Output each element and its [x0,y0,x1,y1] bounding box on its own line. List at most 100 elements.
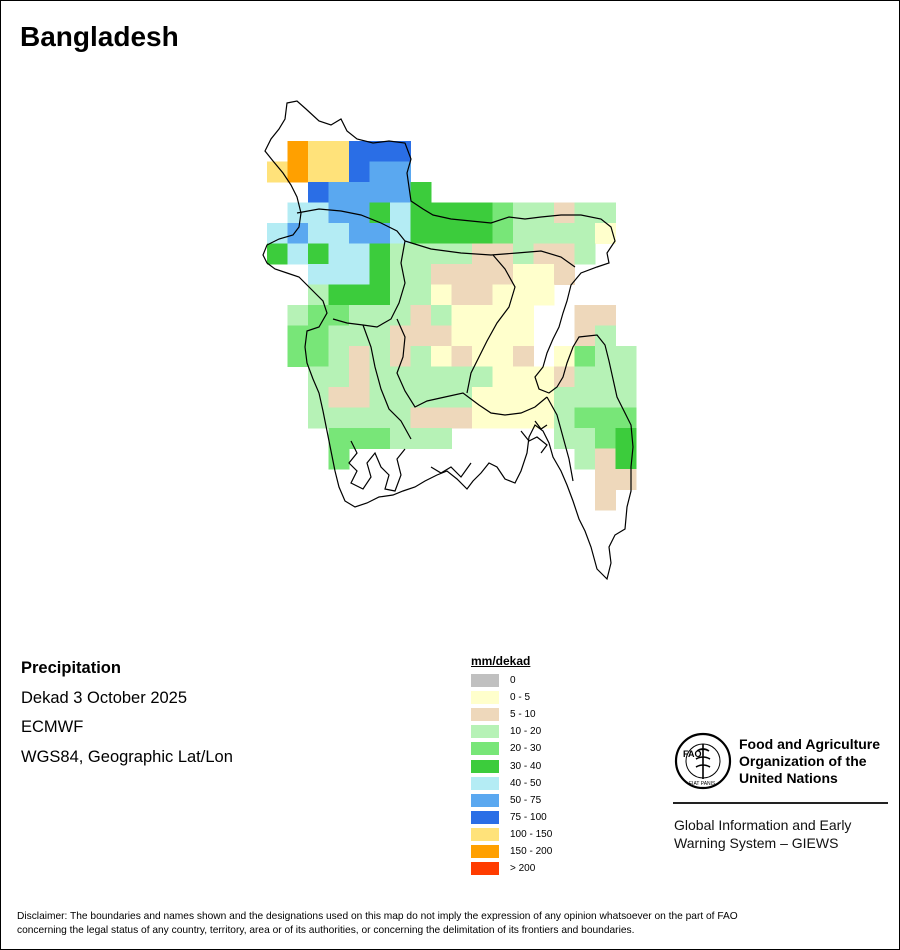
grid-cell [492,366,514,388]
svg-text:FAO: FAO [683,749,702,759]
grid-cell [513,346,534,367]
grid-cell [349,346,370,367]
grid-cell [595,202,616,224]
grid-cell [492,264,514,285]
grid-cell [328,387,350,408]
legend-title: mm/dekad [471,654,531,668]
grid-cell [328,346,350,367]
grid-cell [554,202,575,224]
country-outline [262,100,634,581]
grid-cell [595,489,616,511]
grid-cell [349,366,370,388]
legend-swatch [471,862,499,876]
grid-cell [390,243,411,265]
grid-cell [472,284,493,306]
grid-cell [410,223,432,244]
grid-cell [349,161,370,183]
grid-cell [595,305,616,326]
grid-cell [615,407,637,429]
legend-swatch [471,793,499,807]
grid-cell [451,202,473,224]
division-boundary [296,208,406,328]
grid-cell [328,407,350,429]
grid-cell [410,428,432,449]
grid-cell [472,305,493,326]
grid-cell [287,161,309,183]
svg-text:FIAT PANIS: FIAT PANIS [689,781,716,787]
grid-cell [369,182,391,203]
legend-label: 50 - 75 [510,794,542,806]
grid-cell [554,223,575,244]
grid-cell [574,346,596,367]
grid-cell [308,284,329,306]
legend-swatch [471,725,499,739]
legend-label: 10 - 20 [510,726,542,738]
grid-cell [369,387,391,408]
legend-label: 0 - 5 [510,692,531,704]
grid-cell [410,305,432,326]
grid-cell [410,182,432,203]
grid-cell [554,346,575,367]
legend-label: > 200 [510,863,536,875]
legend-item: 30 - 40 [471,757,552,774]
legend-label: 0 [510,675,516,687]
grid-cell [328,223,350,244]
source-label: ECMWF [21,718,84,736]
grid-cell [410,264,432,285]
period-label: Dekad 3 October 2025 [21,688,188,707]
legend: mm/dekad 0 0 - 5 5 - 10 10 - 20 20 - 30 30 - … [471,654,552,877]
grid-cell [574,366,596,388]
grid-cell [513,387,534,408]
grid-cell [369,325,391,347]
grid-cell [554,387,575,408]
grid-cell [451,407,473,429]
grid-cell [308,161,329,183]
grid-cell [451,223,473,244]
grid-cell [349,407,370,429]
map-info: Precipitation Dekad 3 October 2025 ECMWF… [21,657,233,775]
grid-cell [554,264,575,285]
grid-cell [533,407,555,429]
grid-cell [533,223,555,244]
grid-cell [287,223,309,244]
grid-cell [410,387,432,408]
legend-item: 20 - 30 [471,740,552,757]
grid-cell [574,305,596,326]
legend-swatch [471,759,499,773]
grid-cell [615,346,637,367]
legend-label: 100 - 150 [510,828,553,840]
grid-cell [595,428,616,449]
grid-cell [349,223,370,244]
grid-cell [308,366,329,388]
grid-cell [431,284,452,306]
division-boundary [546,396,574,482]
grid-cell [390,407,411,429]
legend-swatch [471,844,499,858]
boundaries [262,100,634,581]
grid-cell [328,202,350,224]
grid-cell [267,161,288,183]
giews-name: Global Information and Early Warning Sys… [674,817,852,851]
grid-cell [349,284,370,306]
grid-cell [533,264,555,285]
grid-cell [513,305,534,326]
grid-cell [369,346,391,367]
grid-cell [595,346,616,367]
fao-divider [673,802,888,804]
legend-swatch [471,827,499,841]
grid-cell [431,325,452,347]
legend-item: 0 - 5 [471,689,552,706]
grid-cell [390,346,411,367]
grid-cell [328,161,350,183]
division-boundary [466,254,516,394]
grid-cell [492,284,514,306]
grid-cell [431,264,452,285]
grid-cell [492,202,514,224]
grid-cell [533,284,555,306]
grid-cell [431,366,452,388]
legend-swatch [471,708,499,722]
grid-cell [349,141,370,162]
grid-cell [410,325,432,347]
legend-label: 75 - 100 [510,811,547,823]
grid-cell [328,141,350,162]
